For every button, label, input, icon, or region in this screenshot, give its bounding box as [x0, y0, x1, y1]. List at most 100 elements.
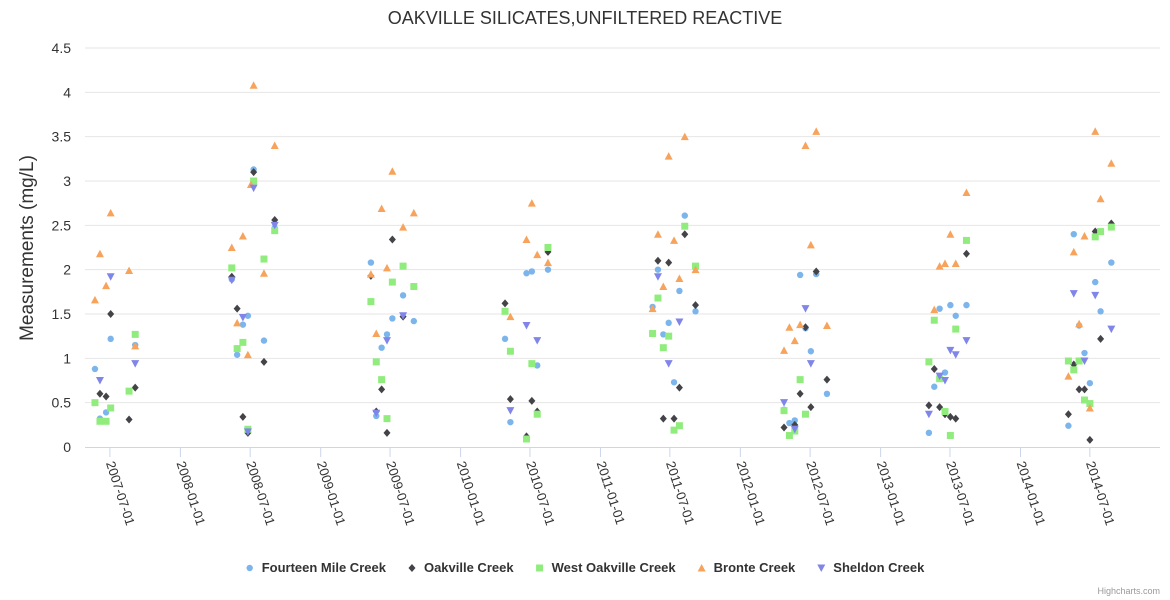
data-point[interactable] — [1107, 223, 1115, 231]
data-point[interactable] — [941, 259, 949, 267]
legend-item[interactable]: Sheldon Creek — [817, 560, 925, 575]
data-point[interactable] — [250, 177, 258, 185]
data-point[interactable] — [665, 332, 673, 340]
data-point[interactable] — [692, 301, 700, 310]
data-point[interactable] — [131, 341, 140, 350]
data-point[interactable] — [780, 399, 789, 407]
data-point[interactable] — [366, 270, 375, 278]
data-point[interactable] — [501, 299, 509, 308]
data-point[interactable] — [823, 390, 831, 397]
data-point[interactable] — [102, 417, 110, 425]
data-point[interactable] — [665, 319, 672, 327]
data-point[interactable] — [946, 346, 955, 355]
data-point[interactable] — [228, 264, 236, 272]
data-point[interactable] — [238, 231, 247, 240]
data-point[interactable] — [544, 244, 552, 251]
data-point[interactable] — [692, 308, 699, 315]
data-point[interactable] — [1097, 308, 1104, 315]
data-point[interactable] — [675, 422, 683, 430]
data-point[interactable] — [91, 399, 99, 407]
legend-marker[interactable] — [408, 564, 416, 572]
data-point[interactable] — [1096, 194, 1105, 203]
data-point[interactable] — [107, 335, 114, 343]
data-point[interactable] — [506, 312, 515, 321]
data-point[interactable] — [1064, 372, 1073, 380]
data-point[interactable] — [681, 230, 689, 239]
data-point[interactable] — [410, 283, 418, 291]
data-point[interactable] — [653, 230, 662, 238]
data-point[interactable] — [399, 292, 407, 299]
data-point[interactable] — [812, 267, 820, 276]
data-point[interactable] — [1092, 278, 1099, 286]
data-point[interactable] — [102, 392, 110, 401]
data-point[interactable] — [952, 312, 959, 319]
data-point[interactable] — [399, 312, 408, 320]
data-point[interactable] — [1107, 159, 1116, 167]
data-point[interactable] — [670, 414, 678, 423]
data-point[interactable] — [962, 188, 971, 197]
data-point[interactable] — [388, 167, 397, 175]
data-point[interactable] — [930, 364, 938, 373]
data-point[interactable] — [670, 379, 678, 386]
data-point[interactable] — [936, 305, 943, 312]
data-point[interactable] — [388, 235, 396, 244]
data-point[interactable] — [382, 337, 391, 345]
data-point[interactable] — [377, 204, 386, 212]
data-point[interactable] — [952, 325, 960, 333]
data-point[interactable] — [1064, 410, 1072, 419]
data-point[interactable] — [1086, 379, 1094, 387]
data-point[interactable] — [807, 348, 815, 355]
data-point[interactable] — [823, 375, 831, 384]
credits-link[interactable]: Highcharts.com — [1097, 586, 1160, 596]
data-point[interactable] — [785, 431, 793, 439]
data-point[interactable] — [528, 360, 536, 368]
data-point[interactable] — [946, 230, 955, 238]
legend-item[interactable]: Oakville Creek — [408, 560, 514, 575]
data-point[interactable] — [271, 227, 279, 235]
data-point[interactable] — [383, 415, 391, 423]
legend-item[interactable]: Fourteen Mile Creek — [246, 560, 387, 575]
data-point[interactable] — [409, 208, 418, 217]
data-point[interactable] — [543, 258, 552, 267]
data-point[interactable] — [131, 383, 139, 392]
data-point[interactable] — [389, 315, 396, 322]
data-point[interactable] — [780, 423, 788, 432]
data-point[interactable] — [801, 141, 810, 150]
data-point[interactable] — [791, 417, 798, 424]
data-point[interactable] — [925, 358, 933, 366]
data-point[interactable] — [1075, 319, 1084, 328]
data-point[interactable] — [946, 412, 954, 421]
data-point[interactable] — [95, 249, 104, 258]
data-point[interactable] — [675, 274, 684, 283]
data-point[interactable] — [935, 262, 944, 270]
data-point[interactable] — [963, 301, 970, 309]
data-point[interactable] — [95, 377, 104, 385]
data-point[interactable] — [388, 278, 396, 286]
data-point[interactable] — [239, 412, 247, 421]
data-point[interactable] — [239, 338, 247, 346]
data-point[interactable] — [1086, 435, 1094, 444]
data-point[interactable] — [102, 281, 111, 290]
data-point[interactable] — [367, 298, 375, 306]
data-point[interactable] — [383, 331, 391, 338]
data-point[interactable] — [659, 414, 667, 423]
data-point[interactable] — [249, 184, 258, 193]
data-point[interactable] — [951, 351, 960, 359]
data-point[interactable] — [527, 199, 536, 207]
data-point[interactable] — [1107, 325, 1116, 334]
data-point[interactable] — [786, 419, 793, 427]
data-point[interactable] — [785, 323, 794, 331]
data-point[interactable] — [544, 266, 552, 273]
data-point[interactable] — [801, 323, 809, 332]
data-point[interactable] — [807, 403, 815, 412]
data-point[interactable] — [399, 223, 408, 231]
data-point[interactable] — [522, 322, 531, 330]
data-point[interactable] — [930, 316, 938, 324]
data-point[interactable] — [664, 152, 673, 160]
data-point[interactable] — [1081, 385, 1089, 394]
data-point[interactable] — [952, 414, 960, 423]
data-point[interactable] — [533, 250, 542, 259]
data-point[interactable] — [528, 396, 536, 405]
data-point[interactable] — [90, 295, 99, 304]
data-point[interactable] — [670, 426, 678, 434]
